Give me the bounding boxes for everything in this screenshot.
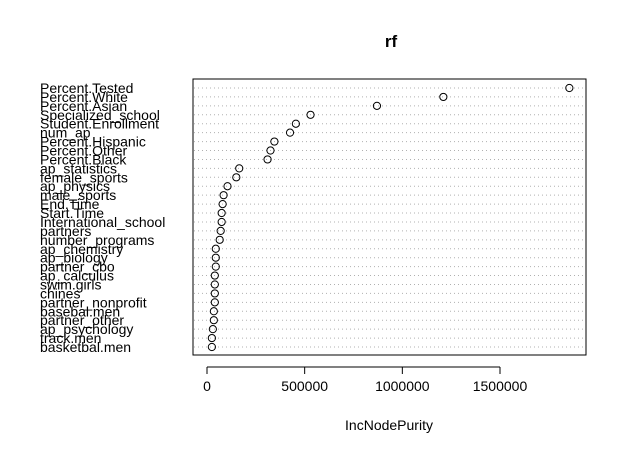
category-label: chines xyxy=(40,285,80,301)
data-point xyxy=(210,271,219,280)
category-label: ap_psychology xyxy=(40,321,133,337)
chart-title: rf xyxy=(385,32,398,51)
data-point xyxy=(223,182,232,191)
category-label: ap_physics xyxy=(40,178,110,194)
x-tick-label: 500000 xyxy=(281,378,328,394)
plot-frame xyxy=(192,78,587,356)
data-point xyxy=(291,119,300,128)
x-axis-label: IncNodePurity xyxy=(345,417,433,433)
data-point xyxy=(211,244,220,253)
category-label: ap_chemistry xyxy=(40,241,123,257)
category-label: Percent.Hispanic xyxy=(40,134,146,150)
category-label: partner_other xyxy=(40,312,124,328)
category-label: Percent.Tested xyxy=(40,80,133,96)
category-label: track.men xyxy=(40,330,101,346)
category-label: basebal.men xyxy=(40,303,120,319)
x-tick-label: 0 xyxy=(203,378,211,394)
data-point xyxy=(372,101,382,110)
data-point xyxy=(306,110,315,119)
data-point xyxy=(439,92,448,102)
category-label: swim.girls xyxy=(40,276,101,292)
data-point xyxy=(232,173,241,182)
data-point xyxy=(210,289,219,298)
data-point xyxy=(266,146,275,155)
data-point xyxy=(217,217,226,227)
x-tick-label: 1500000 xyxy=(473,378,528,394)
data-point xyxy=(219,191,228,200)
data-point xyxy=(210,298,219,307)
data-point xyxy=(216,226,225,235)
data-point xyxy=(263,155,272,164)
category-label: num_ap xyxy=(40,125,91,141)
category-label: ap_statistics xyxy=(40,160,117,176)
data-point xyxy=(235,164,244,173)
data-point xyxy=(209,307,218,316)
data-point xyxy=(208,325,217,334)
data-point xyxy=(565,83,574,93)
category-label: female_sports xyxy=(40,169,128,185)
grid-lines xyxy=(194,87,585,348)
data-point xyxy=(209,316,218,325)
data-point xyxy=(210,280,219,289)
category-label: Specialized_school xyxy=(40,107,160,123)
data-point xyxy=(285,128,295,137)
data-point xyxy=(218,200,227,209)
category-labels: Percent.TestedPercent.WhitePercent.Asian… xyxy=(40,80,165,355)
data-point xyxy=(207,342,216,352)
category-label: basketbal.men xyxy=(40,339,131,355)
category-label: Percent.White xyxy=(40,89,128,105)
category-label: Percent.Black xyxy=(40,151,127,167)
data-point xyxy=(211,262,220,271)
data-points xyxy=(207,83,574,352)
data-point xyxy=(217,208,226,218)
data-point xyxy=(207,333,216,343)
category-label: number_programs xyxy=(40,232,154,248)
category-label: partner_nonprofit xyxy=(40,294,147,310)
category-label: Student.Enrollment xyxy=(40,116,159,132)
category-label: Start.Time xyxy=(40,205,104,221)
category-label: ap_biology xyxy=(40,250,108,266)
x-tick-label: 1000000 xyxy=(375,378,430,394)
data-point xyxy=(270,137,279,146)
category-label: Percent.Asian xyxy=(40,98,127,114)
category-label: partners xyxy=(40,223,91,239)
category-label: partner_cbo xyxy=(40,259,115,275)
x-axis: 0 500000 1000000 1500000 xyxy=(203,366,528,394)
category-label: male_sports xyxy=(40,187,116,203)
data-point xyxy=(211,253,220,262)
category-label: ap_calculus xyxy=(40,268,114,284)
category-label: Percent.Other xyxy=(40,143,127,159)
category-label: International_school xyxy=(40,214,165,230)
data-point xyxy=(215,235,224,244)
category-label: End.Time xyxy=(40,196,100,212)
